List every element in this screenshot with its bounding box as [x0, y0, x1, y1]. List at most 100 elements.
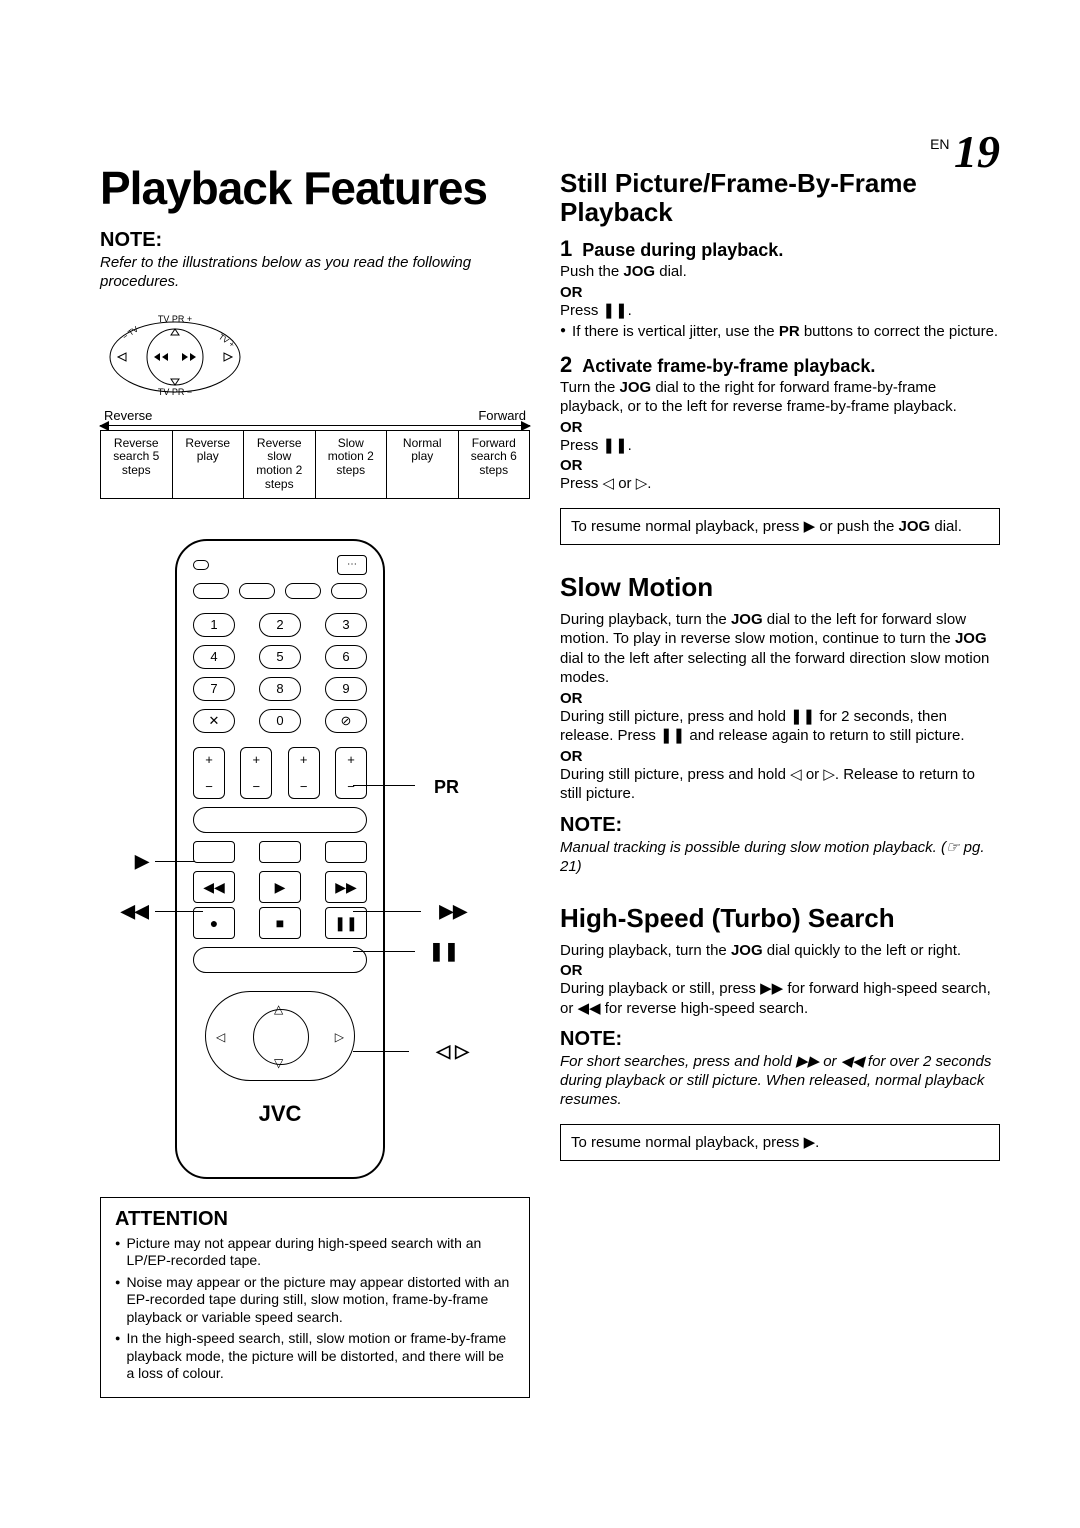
remote-btn — [331, 583, 367, 599]
step-number: 1 — [560, 236, 572, 262]
note-heading: NOTE: — [560, 1028, 1000, 1051]
remote-btn — [259, 841, 301, 863]
note-body: Manual tracking is possible during slow … — [560, 839, 1000, 877]
body-text: Press ❚❚. — [560, 301, 1000, 321]
num-btn: ⊘ — [325, 709, 367, 733]
jog-steps-table: Reverse search 5 steps Reverse play Reve… — [100, 430, 530, 499]
callout-line — [353, 1051, 409, 1052]
pm-btn: +− — [335, 747, 367, 799]
jog-cell: Reverse play — [173, 430, 245, 499]
body-text: During still picture, press and hold ❚❚ … — [560, 707, 1000, 746]
num-btn: 6 — [325, 645, 367, 669]
turbo-heading: High-Speed (Turbo) Search — [560, 904, 1000, 933]
body-text: Press ❚❚. — [560, 436, 1000, 456]
callout-pr: PR — [434, 777, 459, 798]
direction-arrow — [100, 425, 530, 426]
jog-cell: Reverse search 5 steps — [101, 430, 173, 499]
forward-label: Forward — [478, 408, 526, 423]
ff-btn: ▶▶ — [325, 871, 367, 903]
remote-btn — [325, 841, 367, 863]
step-title: Activate frame-by-frame playback. — [582, 356, 875, 377]
remote-btn — [239, 583, 275, 599]
body-text: Press ◁ or ▷. — [560, 474, 1000, 494]
page-num: 19 — [954, 126, 1000, 177]
callout-line — [353, 785, 415, 786]
body-text: During still picture, press and hold ◁ o… — [560, 765, 1000, 804]
right-column: Still Picture/Frame-By-Frame Playback 1 … — [560, 165, 1000, 1398]
callout-line — [353, 951, 415, 952]
brand-logo: JVC — [193, 1101, 367, 1127]
body-text: During playback or still, press ▶▶ for f… — [560, 979, 1000, 1018]
pm-btn: +− — [288, 747, 320, 799]
bullet-item: If there is vertical jitter, use the PR … — [560, 322, 1000, 342]
remote-bar — [193, 947, 367, 973]
callout-line — [353, 911, 421, 912]
step-number: 2 — [560, 352, 572, 378]
body-text: Turn the JOG dial to the right for forwa… — [560, 378, 1000, 417]
callout-line — [155, 911, 203, 912]
page-title: Playback Features — [100, 165, 530, 211]
num-btn: 8 — [259, 677, 301, 701]
slow-heading: Slow Motion — [560, 573, 1000, 602]
jog-cell: Forward search 6 steps — [459, 430, 531, 499]
page-lang: EN — [930, 136, 949, 152]
num-btn: 0 — [259, 709, 301, 733]
rew-btn: ◀◀ — [193, 871, 235, 903]
jog-diagram: TV PR + TV PR − − TV TV + Reverse Forwar… — [100, 312, 530, 499]
jog-dial-icon: TV PR + TV PR − − TV TV + — [100, 312, 250, 397]
or-label: OR — [560, 419, 1000, 436]
jog-cell: Normal play — [387, 430, 459, 499]
attention-item: Noise may appear or the picture may appe… — [115, 1274, 515, 1327]
svg-text:− TV: − TV — [121, 324, 141, 341]
stop-btn: ■ — [259, 907, 301, 939]
svg-text:TV PR +: TV PR + — [158, 314, 192, 324]
reverse-label: Reverse — [104, 408, 152, 423]
play-button — [193, 807, 367, 833]
body-text: Push the JOG dial. — [560, 262, 1000, 282]
remote-btn — [193, 583, 229, 599]
attention-heading: ATTENTION — [115, 1208, 515, 1231]
num-btn: 9 — [325, 677, 367, 701]
svg-text:TV +: TV + — [217, 332, 236, 349]
step-title: Pause during playback. — [582, 240, 783, 261]
note-heading: NOTE: — [560, 814, 1000, 837]
jog-cell: Reverse slow motion 2 steps — [244, 430, 316, 499]
callout-rew: ◀◀ — [121, 901, 149, 922]
play-btn: ▶ — [259, 871, 301, 903]
or-label: OR — [560, 284, 1000, 301]
num-btn: 2 — [259, 613, 301, 637]
callout-play: ▶ — [135, 851, 149, 872]
attention-item: Picture may not appear during high-speed… — [115, 1235, 515, 1270]
svg-text:TV PR −: TV PR − — [158, 387, 192, 397]
num-btn: 3 — [325, 613, 367, 637]
body-text: During playback, turn the JOG dial to th… — [560, 610, 1000, 688]
callout-ff: ▶▶ — [439, 901, 467, 922]
menu-icon: ⋯ — [337, 555, 367, 575]
or-label: OR — [560, 748, 1000, 765]
pm-btn: +− — [240, 747, 272, 799]
note-body: For short searches, press and hold ▶▶ or… — [560, 1053, 1000, 1109]
pm-btn: +− — [193, 747, 225, 799]
remote-btn — [285, 583, 321, 599]
resume-box: To resume normal playback, press ▶ or pu… — [560, 508, 1000, 546]
left-column: Playback Features NOTE: Refer to the ill… — [100, 165, 530, 1398]
jog-cell: Slow motion 2 steps — [316, 430, 388, 499]
attention-item: In the high-speed search, still, slow mo… — [115, 1330, 515, 1383]
attention-box: ATTENTION Picture may not appear during … — [100, 1197, 530, 1398]
callout-pause: ❚❚ — [429, 941, 459, 962]
or-label: OR — [560, 690, 1000, 707]
or-label: OR — [560, 962, 1000, 979]
callout-line — [155, 861, 195, 862]
led-icon — [193, 560, 209, 570]
callout-lr: ◁ ▷ — [436, 1041, 469, 1062]
note-body: Refer to the illustrations below as you … — [100, 254, 530, 292]
num-btn: 5 — [259, 645, 301, 669]
remote-jog-icon: △▽ ◁▷ — [205, 991, 355, 1081]
num-btn: 7 — [193, 677, 235, 701]
num-btn: 4 — [193, 645, 235, 669]
resume-box: To resume normal playback, press ▶. — [560, 1124, 1000, 1162]
or-label: OR — [560, 457, 1000, 474]
num-btn: ✕ — [193, 709, 235, 733]
num-btn: 1 — [193, 613, 235, 637]
remote-btn — [193, 841, 235, 863]
